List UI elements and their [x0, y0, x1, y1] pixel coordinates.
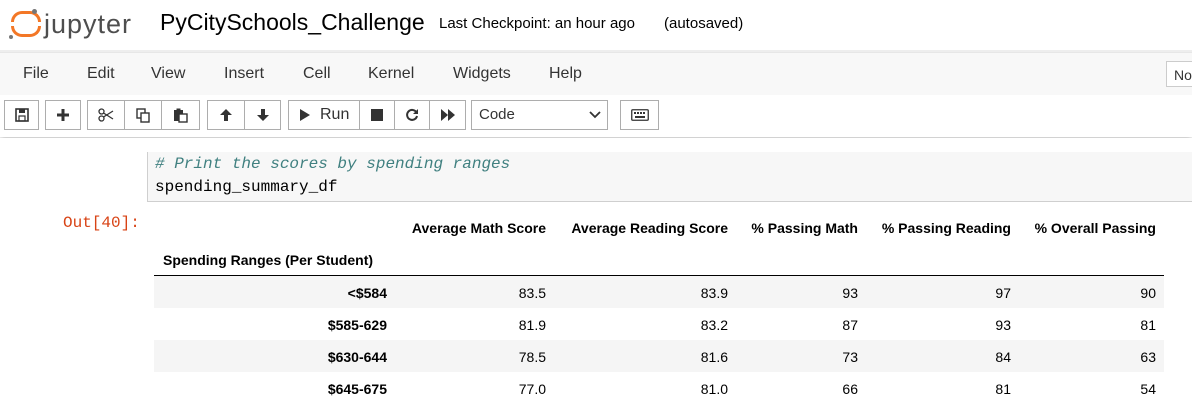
copy-button[interactable]: [124, 100, 162, 130]
row-index: <$584: [347, 285, 387, 301]
cell-type-select[interactable]: Code: [471, 100, 608, 130]
chevron-down-icon: [589, 111, 601, 119]
column-header: % Passing Reading: [881, 220, 1011, 236]
code-line: spending_summary_df: [155, 178, 338, 196]
code-cell-input[interactable]: # Print the scores by spending ranges sp…: [147, 152, 1192, 202]
paste-button[interactable]: [161, 100, 200, 130]
plus-icon: [57, 109, 69, 121]
row-index: $585-629: [327, 317, 387, 333]
run-label: Run: [320, 106, 350, 123]
move-up-button[interactable]: [207, 100, 245, 130]
output-prompt: Out[40]:: [63, 214, 140, 232]
restart-run-all-button[interactable]: [429, 100, 466, 130]
cell-value: 78.5: [518, 349, 546, 365]
cell-value: 81.9: [518, 317, 546, 333]
kernel-indicator[interactable]: No: [1166, 61, 1192, 87]
restart-icon: [406, 108, 418, 121]
column-header: % Passing Math: [751, 220, 858, 236]
insert-cell-button[interactable]: [45, 100, 81, 130]
cut-button[interactable]: [87, 100, 125, 130]
logo-text: jupyter: [44, 8, 133, 39]
column-header: % Overall Passing: [1034, 220, 1156, 236]
cell-value: 81: [1140, 317, 1156, 333]
cell-value: 90: [1140, 285, 1156, 301]
cell-value: 54: [1140, 381, 1156, 397]
move-down-button[interactable]: [244, 100, 281, 130]
cell-value: 97: [995, 285, 1011, 301]
table-row: <$584 83.5 83.9 93 97 90: [154, 276, 1164, 308]
cell-value: 81.6: [700, 349, 728, 365]
menu-file[interactable]: File: [23, 65, 49, 82]
keyboard-icon: [630, 109, 649, 121]
menu-edit[interactable]: Edit: [87, 65, 115, 82]
cell-value: 73: [842, 349, 858, 365]
interrupt-button[interactable]: [359, 100, 395, 130]
stop-icon: [371, 109, 383, 121]
index-name-header: Spending Ranges (Per Student): [163, 252, 374, 268]
menu-widgets[interactable]: Widgets: [453, 65, 511, 82]
cell-type-value: Code: [479, 106, 515, 123]
menu-cell[interactable]: Cell: [303, 65, 331, 82]
cell-value: 93: [995, 317, 1011, 333]
jupyter-logo[interactable]: jupyter: [8, 6, 132, 42]
copy-icon: [135, 107, 150, 123]
fast-forward-icon: [440, 109, 455, 121]
row-index: $645-675: [327, 381, 387, 397]
cell-value: 83.9: [700, 285, 728, 301]
code-comment: # Print the scores by spending ranges: [155, 155, 511, 173]
scissors-icon: [98, 108, 114, 122]
cell-value: 83.5: [518, 285, 546, 301]
cell-value: 87: [842, 317, 858, 333]
cell-value: 81: [995, 381, 1011, 397]
arrow-down-icon: [256, 109, 269, 121]
table-row: $630-644 78.5 81.6 73 84 63: [154, 340, 1164, 372]
menu-help[interactable]: Help: [549, 65, 582, 82]
menu-view[interactable]: View: [151, 65, 186, 82]
column-header: Average Math Score: [411, 220, 546, 236]
row-index: $630-644: [327, 349, 387, 365]
paste-icon: [174, 108, 188, 123]
restart-button[interactable]: [394, 100, 430, 130]
run-button[interactable]: Run: [288, 100, 360, 130]
menu-insert[interactable]: Insert: [224, 65, 265, 82]
table-row: $585-629 81.9 83.2 87 93 81: [154, 308, 1164, 340]
cell-value: 77.0: [518, 381, 546, 397]
save-icon: [14, 108, 29, 122]
header-divider: [154, 275, 1164, 276]
save-button[interactable]: [4, 100, 39, 130]
notebook-area: # Print the scores by spending ranges sp…: [0, 138, 1192, 417]
cell-value: 84: [995, 349, 1011, 365]
command-palette-button[interactable]: [620, 100, 659, 130]
autosave-status: (autosaved): [664, 15, 744, 32]
checkpoint-status: Last Checkpoint: an hour ago: [439, 15, 635, 32]
notebook-header: jupyter PyCitySchools_Challenge Last Che…: [0, 0, 1192, 50]
jupyter-logo-icon: [8, 9, 41, 39]
cell-value: 66: [842, 381, 858, 397]
play-icon: [300, 109, 310, 121]
notebook-title[interactable]: PyCitySchools_Challenge: [160, 9, 425, 35]
column-header: Average Reading Score: [571, 220, 728, 236]
cell-value: 81.0: [700, 381, 728, 397]
arrow-up-icon: [220, 109, 232, 121]
cell-value: 83.2: [700, 317, 728, 333]
cell-value: 63: [1140, 349, 1156, 365]
cell-value: 93: [842, 285, 858, 301]
menubar: File Edit View Insert Cell Kernel Widget…: [0, 52, 1192, 96]
table-row: $645-675 77.0 81.0 66 81 54: [154, 372, 1164, 404]
toolbar: Run Code: [0, 95, 1192, 137]
menu-kernel[interactable]: Kernel: [368, 65, 415, 82]
